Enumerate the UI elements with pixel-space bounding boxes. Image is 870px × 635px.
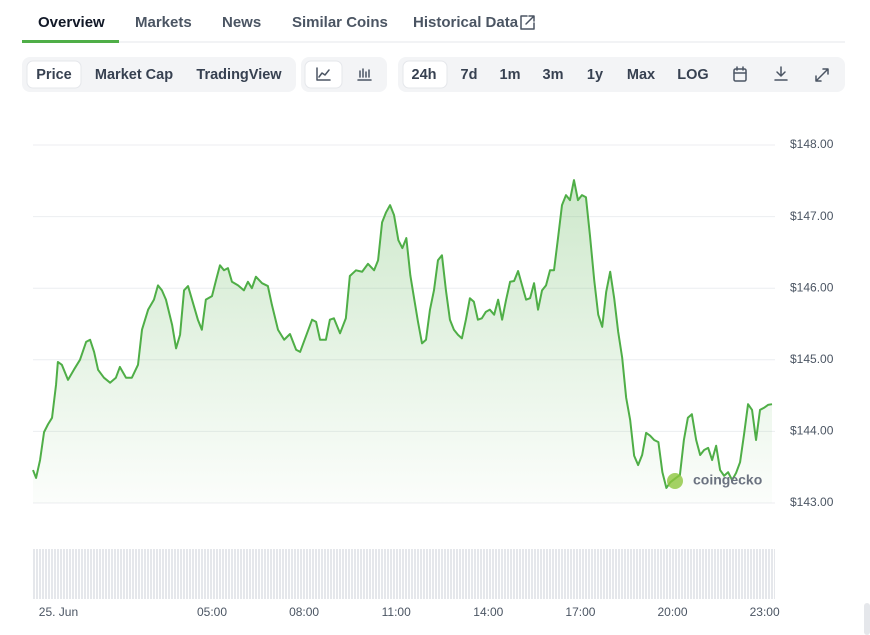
external-link-icon <box>520 15 535 30</box>
calendar-icon[interactable] <box>733 66 747 82</box>
line-chart-icon <box>316 67 331 81</box>
x-tick-label: 08:00 <box>289 605 319 619</box>
range-button[interactable]: Max <box>627 67 655 83</box>
x-tick-label: 11:00 <box>382 605 411 619</box>
range-button[interactable]: 1m <box>500 67 521 83</box>
watermark-logo <box>667 473 683 489</box>
y-tick-label: $143.00 <box>790 495 834 509</box>
range-button[interactable]: 1y <box>587 67 603 83</box>
y-tick-label: $148.00 <box>790 137 834 151</box>
y-tick-label: $144.00 <box>790 424 834 438</box>
download-icon[interactable] <box>774 66 788 81</box>
range-button[interactable]: 7d <box>461 67 478 83</box>
watermark-text: coingecko <box>693 472 762 488</box>
chart: $143.00 $144.00 $145.00 $146.00 $147.00 $148.… <box>32 137 834 619</box>
range-button[interactable]: 24h <box>412 67 437 83</box>
tab[interactable]: Markets <box>135 14 192 31</box>
price-line <box>32 179 773 489</box>
tab[interactable]: Historical Data <box>413 14 519 31</box>
volume-bars <box>33 549 775 599</box>
x-tick-label: 05:00 <box>197 605 227 619</box>
mode-button[interactable]: Price <box>36 67 71 83</box>
button-group <box>22 57 296 92</box>
x-tick-label: 20:00 <box>658 605 688 619</box>
mode-button[interactable]: Market Cap <box>95 67 173 83</box>
range-button[interactable]: LOG <box>677 67 708 83</box>
tab[interactable]: Similar Coins <box>292 14 388 31</box>
button-group <box>398 57 845 92</box>
x-tick-label: 23:00 <box>750 605 780 619</box>
tab[interactable]: News <box>222 14 261 31</box>
fullscreen-icon[interactable] <box>815 68 829 82</box>
scrollbar <box>864 603 870 635</box>
tab-underline <box>22 40 119 43</box>
x-tick-label: 17:00 <box>565 605 595 619</box>
candle-chart-icon[interactable] <box>357 68 372 81</box>
watermark: coingecko <box>667 472 762 489</box>
y-tick-label: $145.00 <box>790 352 834 366</box>
tab[interactable]: Overview <box>38 14 105 31</box>
mode-button[interactable]: TradingView <box>196 67 282 83</box>
x-tick-label: 25. Jun <box>39 605 78 619</box>
x-tick-label: 14:00 <box>473 605 503 619</box>
y-tick-label: $146.00 <box>790 280 834 294</box>
range-button[interactable]: 3m <box>543 67 564 83</box>
selected-button[interactable] <box>26 60 82 89</box>
selected-button[interactable] <box>402 60 448 89</box>
price-area <box>33 180 772 504</box>
y-tick-label: $147.00 <box>790 209 834 223</box>
